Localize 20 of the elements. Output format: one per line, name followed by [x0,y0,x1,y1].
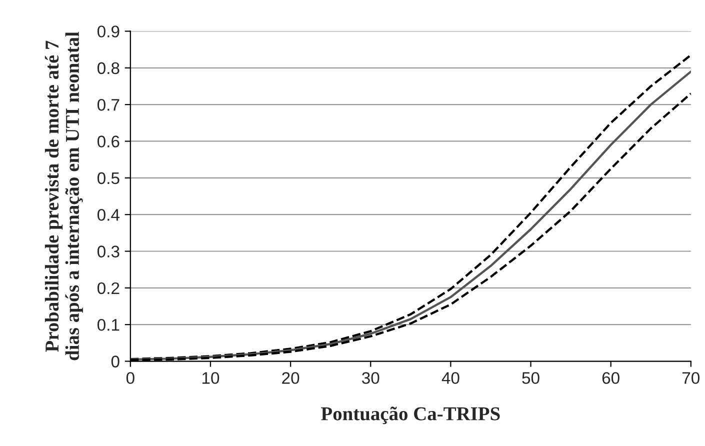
y-tick-label: 0 [111,356,120,368]
x-tick-label: 10 [202,372,220,384]
y-tick-label: 0.8 [97,62,120,74]
y-tick-label: 0.7 [97,98,120,111]
y-tick-label: 0.5 [97,172,120,184]
x-tick-label: 20 [282,372,300,384]
y-tick-label: 0.1 [97,318,120,331]
x-tick-label: 50 [522,372,540,384]
y-tick-label: 0.3 [97,246,120,258]
y-tick-label: 0.4 [97,208,120,221]
x-tick-label: 70 [682,372,700,384]
x-tick-label: 0 [126,372,134,384]
x-tick-label: 40 [442,372,460,384]
x-axis-title: Pontuação Ca-TRIPS [321,406,500,424]
y-axis-title: Probabilidade prevista de morte até 7 dias após a internação em UTI neonatal [44,32,83,360]
x-tick-label: 30 [362,372,380,384]
x-tick-label: 60 [602,372,620,384]
y-tick-label: 0.6 [97,136,120,148]
y-tick-label: 0.2 [97,282,120,294]
y-tick-label: 0.9 [97,26,120,38]
